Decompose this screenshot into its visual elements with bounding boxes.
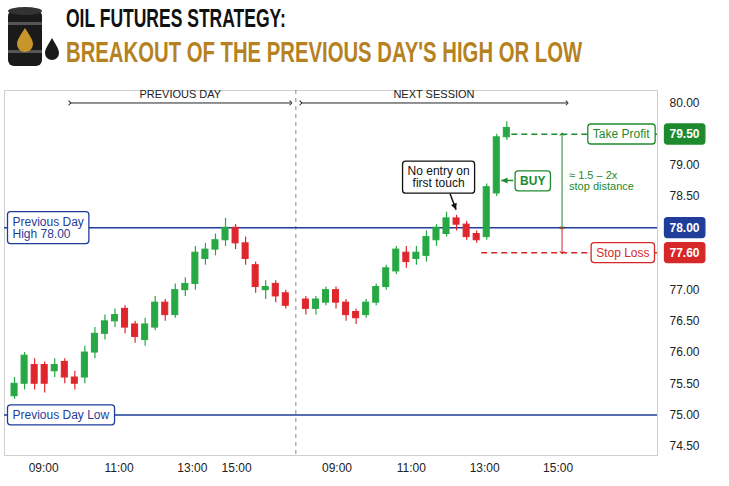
- svg-text:Stop Loss: Stop Loss: [596, 246, 649, 260]
- svg-text:PREVIOUS DAY: PREVIOUS DAY: [139, 87, 221, 99]
- svg-text:09:00: 09:00: [29, 461, 59, 475]
- svg-text:≈ 1.5 – 2xstop distance: ≈ 1.5 – 2xstop distance: [569, 169, 634, 192]
- svg-text:15:00: 15:00: [222, 461, 252, 475]
- svg-text:BUY: BUY: [520, 174, 545, 188]
- svg-text:76.00: 76.00: [670, 345, 700, 359]
- svg-text:09:00: 09:00: [322, 461, 352, 475]
- svg-text:Take Profit: Take Profit: [593, 127, 650, 141]
- svg-text:No entry onfirst touch: No entry onfirst touch: [408, 164, 470, 190]
- svg-text:75.00: 75.00: [670, 408, 700, 422]
- svg-text:13:00: 13:00: [177, 461, 207, 475]
- svg-text:79.00: 79.00: [670, 158, 700, 172]
- svg-text:NEXT SESSION: NEXT SESSION: [393, 87, 474, 99]
- svg-text:79.50: 79.50: [670, 127, 700, 141]
- svg-text:78.50: 78.50: [670, 189, 700, 203]
- svg-text:15:00: 15:00: [543, 461, 573, 475]
- svg-text:75.50: 75.50: [670, 377, 700, 391]
- html-text:OIL FUTURES STRATEGY:: OIL FUTURES STRATEGY:: [66, 4, 286, 32]
- svg-text:76.50: 76.50: [670, 314, 700, 328]
- svg-text:74.50: 74.50: [670, 439, 700, 453]
- svg-text:Previous DayHigh 78.00: Previous DayHigh 78.00: [13, 215, 84, 241]
- svg-text:77.00: 77.00: [670, 283, 700, 297]
- svg-text:Previous Day Low: Previous Day Low: [13, 408, 110, 422]
- svg-text:78.00: 78.00: [670, 221, 700, 235]
- html-text:BREAKOUT OF THE PREVIOUS DAY'S: BREAKOUT OF THE PREVIOUS DAY'S HIGH OR L…: [66, 36, 583, 68]
- svg-text:77.60: 77.60: [670, 246, 700, 260]
- svg-text:11:00: 11:00: [397, 461, 426, 475]
- svg-text:11:00: 11:00: [104, 461, 133, 475]
- svg-text:13:00: 13:00: [470, 461, 500, 475]
- svg-text:80.00: 80.00: [670, 96, 700, 110]
